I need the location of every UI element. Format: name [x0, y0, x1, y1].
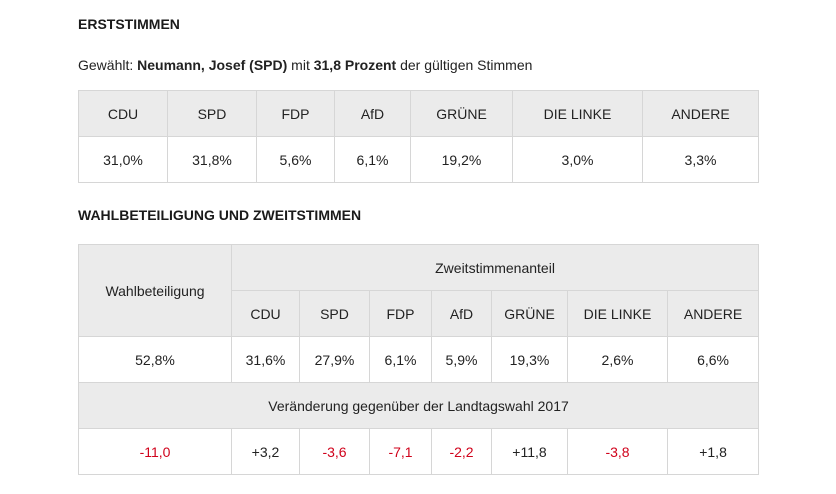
- value-cell: 31,0%: [78, 136, 168, 183]
- zweitstimmen-table: Wahlbeteiligung Zweitstimmenanteil CDU S…: [77, 244, 760, 475]
- party-header: ANDERE: [642, 90, 759, 137]
- party-header: AfD: [334, 90, 411, 137]
- erststimmen-table: CDU SPD FDP AfD GRÜNE DIE LINKE ANDERE 3…: [78, 90, 759, 183]
- change-header-row: Veränderung gegenüber der Landtagswahl 2…: [77, 382, 760, 429]
- change-cell: +11,8: [491, 428, 568, 475]
- change-cell: -2,2: [431, 428, 492, 475]
- party-header: CDU: [231, 290, 300, 337]
- change-cell: +3,2: [231, 428, 300, 475]
- value-cell: 31,6%: [231, 336, 300, 383]
- elected-percent: 31,8 Prozent: [313, 57, 397, 73]
- elected-prefix: Gewählt:: [78, 57, 138, 73]
- value-cell: 2,6%: [567, 336, 668, 383]
- change-cell: -3,6: [299, 428, 370, 475]
- elected-name: Neumann, Josef (SPD): [137, 57, 288, 73]
- share-header: Zweitstimmenanteil: [230, 244, 760, 291]
- table-header-row: CDU SPD FDP AfD GRÜNE DIE LINKE ANDERE: [78, 290, 760, 337]
- value-cell: 5,9%: [431, 336, 492, 383]
- value-cell: 6,1%: [369, 336, 432, 383]
- change-cell: -3,8: [567, 428, 668, 475]
- table-row: 52,8% 31,6% 27,9% 6,1% 5,9% 19,3% 2,6% 6…: [78, 336, 760, 383]
- party-header: CDU: [78, 90, 168, 137]
- turnout-change-cell: -11,0: [78, 428, 232, 475]
- party-header: SPD: [167, 90, 257, 137]
- party-header: AfD: [431, 290, 492, 337]
- party-header: DIE LINKE: [567, 290, 668, 337]
- section-title-erststimmen: ERSTSTIMMEN: [78, 16, 180, 32]
- table-header-row: CDU SPD FDP AfD GRÜNE DIE LINKE ANDERE: [78, 90, 759, 137]
- turnout-value: 52,8%: [78, 336, 232, 383]
- party-header: GRÜNE: [410, 90, 513, 137]
- value-cell: 3,3%: [642, 136, 759, 183]
- party-header: GRÜNE: [491, 290, 568, 337]
- party-header: DIE LINKE: [512, 90, 643, 137]
- value-cell: 5,6%: [256, 136, 335, 183]
- turnout-header: Wahlbeteiligung: [78, 244, 232, 337]
- value-cell: 27,9%: [299, 336, 370, 383]
- change-cell: -7,1: [369, 428, 432, 475]
- value-cell: 19,2%: [410, 136, 513, 183]
- change-cell: +1,8: [666, 428, 760, 475]
- party-header: FDP: [369, 290, 432, 337]
- table-header-row: Wahlbeteiligung Zweitstimmenanteil: [78, 244, 760, 337]
- value-cell: 31,8%: [167, 136, 257, 183]
- party-header: SPD: [299, 290, 370, 337]
- value-cell: 19,3%: [491, 336, 568, 383]
- section-title-zweitstimmen: WAHLBETEILIGUNG UND ZWEITSTIMMEN: [78, 207, 362, 223]
- change-header: Veränderung gegenüber der Landtagswahl 2…: [77, 382, 760, 429]
- elected-suffix: der gültigen Stimmen: [396, 57, 533, 73]
- table-row: 31,0% 31,8% 5,6% 6,1% 19,2% 3,0% 3,3%: [78, 136, 759, 183]
- elected-candidate-line: Gewählt: Neumann, Josef (SPD) mit 31,8 P…: [78, 57, 532, 73]
- value-cell: 3,0%: [512, 136, 643, 183]
- change-row: -11,0 +3,2 -3,6 -7,1 -2,2 +11,8 -3,8 +1,…: [78, 428, 760, 475]
- value-cell: 6,1%: [334, 136, 411, 183]
- party-header: ANDERE: [666, 290, 760, 337]
- value-cell: 6,6%: [666, 336, 760, 383]
- party-header: FDP: [256, 90, 335, 137]
- elected-mid: mit: [287, 57, 314, 73]
